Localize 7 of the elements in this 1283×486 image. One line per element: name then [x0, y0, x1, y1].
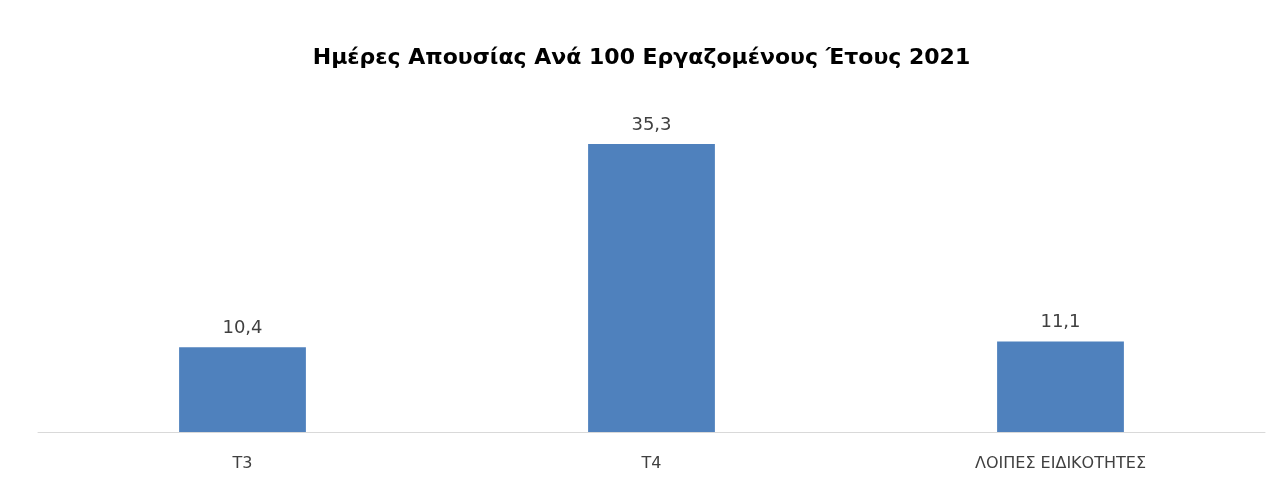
- x-tick-label: T3: [231, 452, 253, 472]
- x-tick-label: T4: [640, 452, 662, 472]
- chart-title: Ημέρες Απουσίας Ανά 100 Εργαζομένους Έτους 2021: [312, 43, 971, 69]
- data-label: 11,1: [1040, 309, 1081, 331]
- x-tick-label: ΛΟΙΠΕΣ ΕΙΔΙΚΟΤΗΤΕΣ: [975, 452, 1146, 472]
- data-label: 35,3: [631, 112, 672, 134]
- data-label: 10,4: [222, 315, 263, 337]
